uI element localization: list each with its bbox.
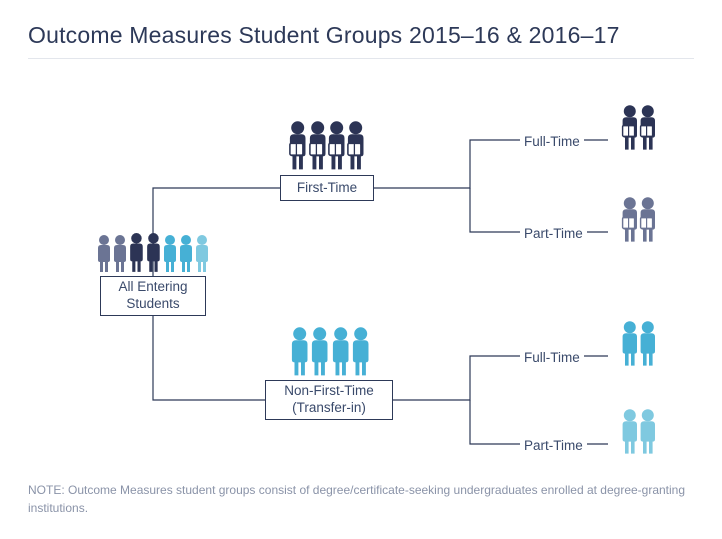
non-first-time-icons	[284, 320, 376, 378]
ft-full-label: Full-Time	[520, 132, 584, 151]
nft-full-icons	[610, 316, 668, 368]
nft-part-icons	[610, 404, 668, 456]
nft-full-label: Full-Time	[520, 348, 584, 367]
non-first-time-node: Non-First-Time(Transfer-in)	[265, 380, 393, 420]
title-divider	[28, 58, 694, 59]
footnote: NOTE: Outcome Measures student groups co…	[28, 481, 694, 517]
root-icons	[78, 228, 228, 274]
ft-full-icons	[610, 100, 668, 152]
non-first-time-label: Non-First-Time(Transfer-in)	[284, 383, 374, 417]
first-time-icons	[284, 114, 370, 172]
first-time-label: First-Time	[297, 180, 357, 197]
nft-part-label: Part-Time	[520, 436, 587, 455]
root-label: All EnteringStudents	[118, 279, 187, 313]
first-time-node: First-Time	[280, 175, 374, 201]
ft-part-icons	[610, 192, 668, 244]
root-node: All EnteringStudents	[100, 276, 206, 316]
ft-part-label: Part-Time	[520, 224, 587, 243]
page-title: Outcome Measures Student Groups 2015–16 …	[28, 22, 620, 49]
